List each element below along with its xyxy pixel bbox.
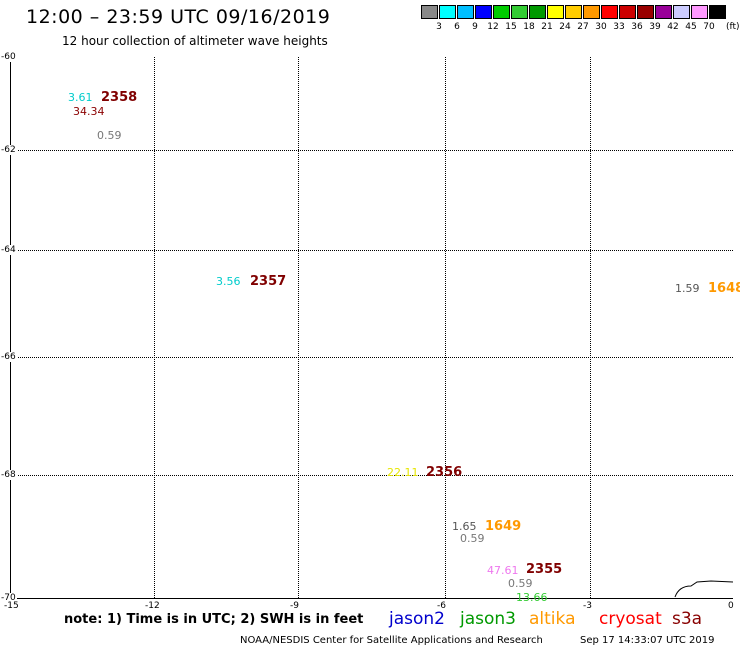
legend-swatch — [709, 5, 726, 19]
legend-label: 3 — [436, 22, 442, 32]
legend-label: 39 — [649, 22, 661, 32]
legend-swatch — [511, 5, 528, 19]
lon-gridline — [445, 57, 446, 598]
legend-swatch — [637, 5, 654, 19]
satellite-label-altika: altika — [529, 609, 576, 629]
legend-swatch — [583, 5, 600, 19]
lat-label: -64 — [0, 245, 17, 255]
pass-time-label: 2356 — [426, 465, 463, 480]
lon-label: -15 — [4, 601, 19, 611]
legend-label: 24 — [559, 22, 571, 32]
legend-label: 45 — [685, 22, 697, 32]
lat-gridline — [11, 475, 733, 476]
legend-swatch — [565, 5, 582, 19]
wave-height-label: 47.61 — [487, 564, 519, 577]
map-subtitle: 12 hour collection of altimeter wave hei… — [62, 34, 328, 48]
wave-height-label: 34.34 — [73, 105, 105, 118]
lon-label: -12 — [145, 601, 160, 611]
lon-label: -9 — [290, 601, 299, 611]
units-note: note: 1) Time is in UTC; 2) SWH is in fe… — [64, 612, 364, 627]
lat-gridline — [11, 250, 733, 251]
legend-swatch — [493, 5, 510, 19]
satellite-label-jason3: jason3 — [460, 609, 516, 629]
lon-gridline — [154, 57, 155, 598]
generated-timestamp: Sep 17 14:33:07 UTC 2019 — [580, 635, 715, 646]
legend-swatch — [547, 5, 564, 19]
legend-swatch — [421, 5, 438, 19]
legend-label: 30 — [595, 22, 607, 32]
legend-swatch — [457, 5, 474, 19]
lat-label: -62 — [0, 145, 17, 155]
legend-swatch — [655, 5, 672, 19]
wave-height-label: 0.59 — [460, 532, 485, 545]
pass-time-label: 2357 — [250, 274, 287, 289]
legend-label: 36 — [631, 22, 643, 32]
lon-gridline — [590, 57, 591, 598]
legend-label: 12 — [487, 22, 499, 32]
map-area[interactable] — [10, 57, 733, 599]
lon-label: -3 — [583, 601, 592, 611]
wave-height-label: 3.56 — [216, 275, 241, 288]
satellite-label-s3a: s3a — [672, 609, 703, 629]
pass-time-label: 2355 — [526, 562, 563, 577]
legend-label: 70 — [703, 22, 715, 32]
wave-height-label: 1.65 — [452, 520, 477, 533]
lat-label: -70 — [0, 593, 17, 603]
legend-swatch — [439, 5, 456, 19]
legend-swatch — [619, 5, 636, 19]
legend-label: 18 — [523, 22, 535, 32]
wave-height-label: 3.61 — [68, 91, 93, 104]
legend-swatch — [475, 5, 492, 19]
wave-height-label: 0.59 — [508, 577, 533, 590]
lat-gridline — [11, 150, 733, 151]
satellite-label-cryosat: cryosat — [599, 609, 662, 629]
wave-height-label: 13.66 — [516, 591, 548, 604]
lat-label: -66 — [0, 352, 17, 362]
wave-height-label: 0.59 — [97, 129, 122, 142]
wave-height-label: 1.59 — [675, 282, 700, 295]
wave-height-label: 22.11 — [387, 466, 419, 479]
credit-line: NOAA/NESDIS Center for Satellite Applica… — [240, 635, 543, 646]
coastline — [674, 580, 733, 598]
lon-label: 0 — [728, 601, 734, 611]
legend-swatch — [673, 5, 690, 19]
legend-label: 27 — [577, 22, 589, 32]
map-title: 12:00 – 23:59 UTC 09/16/2019 — [26, 6, 331, 28]
lat-gridline — [11, 357, 733, 358]
legend-label: 9 — [472, 22, 478, 32]
pass-time-label: 2358 — [101, 90, 138, 105]
legend-swatch — [601, 5, 618, 19]
lat-label: -60 — [0, 52, 17, 62]
pass-time-label: 1648 — [708, 281, 740, 296]
legend-label: 42 — [667, 22, 679, 32]
satellite-label-jason2: jason2 — [389, 609, 445, 629]
lat-label: -68 — [0, 470, 17, 480]
lon-label: -6 — [437, 601, 446, 611]
legend-swatch — [529, 5, 546, 19]
legend-label: 21 — [541, 22, 553, 32]
legend-label: 15 — [505, 22, 517, 32]
lon-gridline — [298, 57, 299, 598]
pass-time-label: 1649 — [485, 519, 522, 534]
legend-label: 33 — [613, 22, 625, 32]
legend-unit: (ft) — [726, 22, 740, 32]
legend-label: 6 — [454, 22, 460, 32]
legend-swatch — [691, 5, 708, 19]
